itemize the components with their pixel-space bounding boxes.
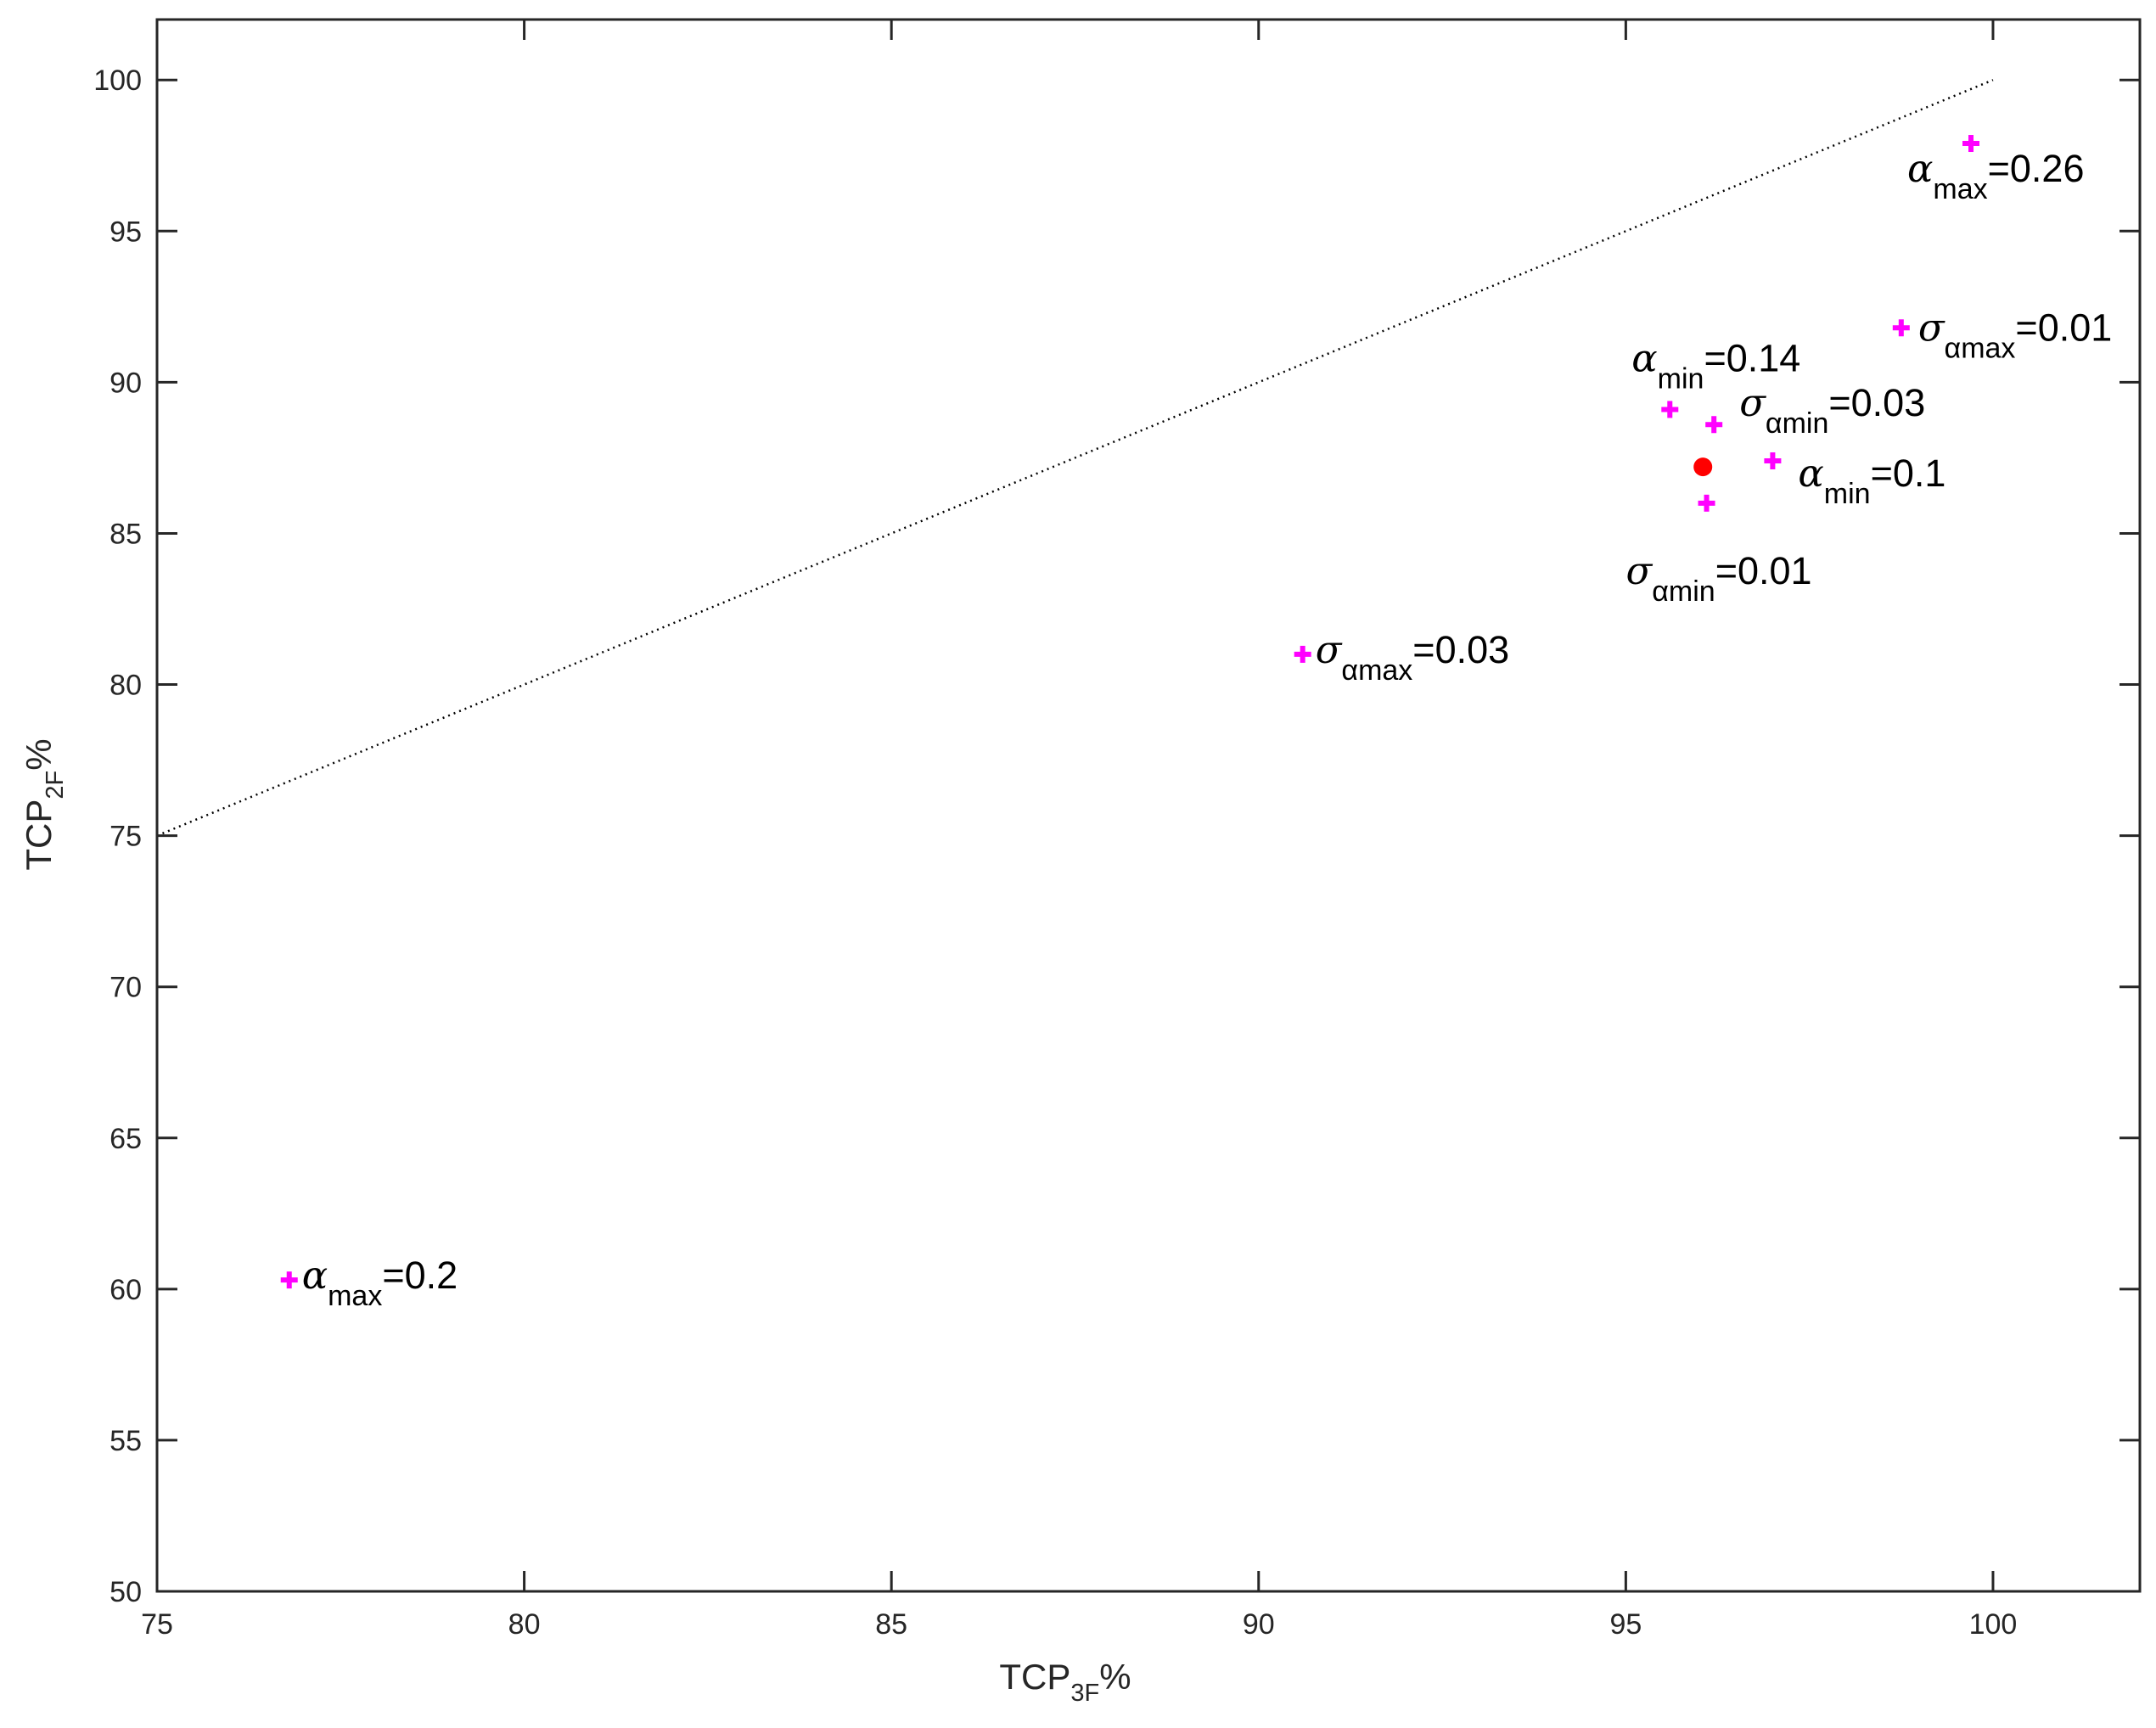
y-tick-label: 95	[109, 216, 142, 248]
y-tick-label: 70	[109, 972, 142, 1004]
point-label: αmin=0.14	[1631, 335, 1800, 395]
x-tick-label: 100	[1969, 1608, 2018, 1641]
point-label-sub: min	[1824, 478, 1871, 510]
point-label-sub: min	[1658, 362, 1704, 395]
reference-line	[156, 79, 1994, 837]
y-axis-label: TCP2F%	[19, 738, 69, 870]
scatter-point	[1705, 416, 1723, 434]
data-points	[280, 135, 1980, 1289]
point-label-greek: σ	[1918, 305, 1945, 350]
x-tick-label: 85	[875, 1608, 907, 1641]
point-label-value: =0.26	[1988, 147, 2085, 190]
point-label: σαmin=0.01	[1626, 548, 1812, 608]
x-tick-label: 75	[141, 1608, 173, 1641]
point-label-value: =0.1	[1871, 452, 1946, 495]
point-label: αmax=0.2	[302, 1253, 458, 1312]
point-label-value: =0.01	[2015, 306, 2112, 349]
point-label-value: =0.01	[1715, 549, 1812, 592]
point-label-greek: α	[1798, 451, 1823, 496]
y-tick-label: 55	[109, 1425, 142, 1457]
y-tick-label: 60	[109, 1274, 142, 1306]
y-axis-label-sub: 2F	[42, 771, 69, 799]
x-tick-label: 80	[508, 1608, 541, 1641]
scatter-point	[280, 1271, 298, 1289]
point-label: αmin=0.1	[1798, 451, 1945, 510]
x-tick-label: 95	[1609, 1608, 1642, 1641]
x-axis-label-main: TCP	[999, 1657, 1070, 1697]
scatter-point	[1892, 319, 1910, 337]
point-label-sub: αmin	[1766, 407, 1828, 440]
point-label: αmax=0.26	[1907, 146, 2085, 205]
x-axis-label-suffix: %	[1099, 1657, 1131, 1697]
scatter-point	[1764, 452, 1782, 469]
point-label: σαmin=0.03	[1739, 380, 1925, 440]
point-label-greek: σ	[1316, 627, 1343, 672]
point-label-greek: σ	[1739, 380, 1766, 425]
point-label-greek: α	[302, 1253, 328, 1298]
plot-frame	[155, 18, 2142, 1593]
point-label-value: =0.2	[382, 1254, 458, 1297]
y-tick-label: 85	[109, 518, 142, 550]
y-tick-label: 80	[109, 670, 142, 702]
point-label: σαmax=0.01	[1918, 305, 2112, 364]
y-axis-label-main: TCP	[19, 799, 59, 871]
point-label-sub: αmax	[1945, 332, 2016, 364]
scatter-point	[1962, 135, 1980, 153]
reference-line-layer	[156, 79, 1994, 837]
point-label-value: =0.03	[1412, 628, 1509, 671]
plot-area	[157, 20, 2140, 1591]
x-axis-label: TCP3F%	[999, 1657, 1131, 1707]
point-label-sub: αmin	[1652, 575, 1715, 608]
reference-point	[1693, 457, 1713, 477]
point-labels: αmax=0.26σαmax=0.01αmin=0.14σαmin=0.03αm…	[302, 146, 2113, 1312]
y-tick-label: 75	[109, 821, 142, 853]
point-label-value: =0.14	[1704, 336, 1800, 379]
y-tick-label: 100	[93, 65, 142, 97]
point-label: σαmax=0.03	[1316, 627, 1509, 687]
scatter-point	[1294, 645, 1311, 663]
y-tick-label: 50	[109, 1576, 142, 1608]
y-tick-label: 65	[109, 1123, 142, 1155]
point-label-value: =0.03	[1828, 381, 1925, 424]
axis-ticks: 75 80 85 90 95 100 50 55 60 65 70 75 80 85 90 95 100	[93, 20, 2140, 1641]
scatter-point	[1661, 401, 1679, 418]
point-label-sub: αmax	[1341, 654, 1412, 687]
point-label-sub: max	[328, 1280, 382, 1312]
point-label-greek: α	[1631, 335, 1657, 380]
point-label-sub: max	[1933, 173, 1987, 205]
y-axis-label-suffix: %	[19, 738, 59, 770]
scatter-point	[1698, 494, 1715, 512]
point-label-greek: α	[1907, 146, 1933, 191]
x-tick-label: 90	[1243, 1608, 1275, 1641]
point-label-greek: σ	[1626, 548, 1653, 593]
y-tick-label: 90	[109, 367, 142, 399]
x-axis-label-sub: 3F	[1070, 1680, 1099, 1707]
